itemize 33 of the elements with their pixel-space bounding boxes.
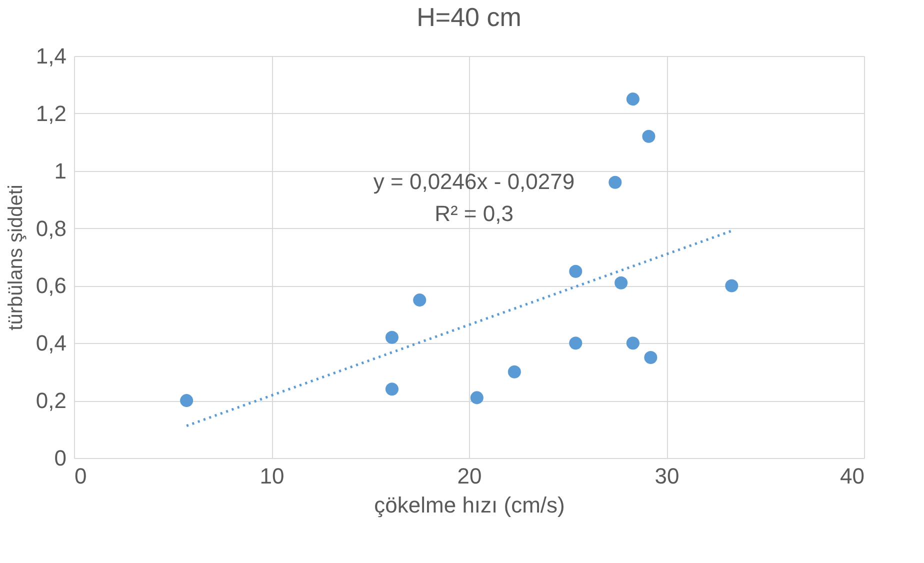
x-tick-label: 30 xyxy=(654,464,680,488)
annotation: y = 0,0246x - 0,0279 xyxy=(373,169,575,194)
point xyxy=(614,276,628,290)
point xyxy=(470,391,484,404)
x-tick-label: 20 xyxy=(457,464,482,488)
x-axis-title: çökelme hızı (cm/s) xyxy=(374,492,565,518)
x-tick-label: 40 xyxy=(840,464,864,488)
chart-title: H=40 cm xyxy=(416,2,522,32)
y-tick-label: 0,2 xyxy=(36,388,66,414)
y-tick-label: 0,4 xyxy=(36,330,66,356)
point xyxy=(180,394,194,408)
point xyxy=(385,330,398,344)
point xyxy=(626,336,640,350)
point xyxy=(608,176,622,189)
y-tick-label: 1,4 xyxy=(36,44,66,68)
point xyxy=(626,92,640,106)
point xyxy=(644,350,658,364)
point xyxy=(642,130,656,143)
point xyxy=(385,382,398,396)
point xyxy=(725,279,738,292)
point xyxy=(413,294,426,307)
point xyxy=(508,365,521,378)
x-tick-label: 10 xyxy=(260,464,284,488)
y-tick-label: 0,6 xyxy=(36,273,66,298)
x-tick-label: 0 xyxy=(74,464,87,488)
y-tick-label: 0,8 xyxy=(36,216,66,241)
point xyxy=(569,264,582,278)
y-tick-label: 0 xyxy=(54,446,66,470)
annotation: R² = 0,3 xyxy=(434,201,514,226)
point xyxy=(569,336,582,350)
y-tick-label: 1 xyxy=(54,158,66,184)
y-tick-label: 1,2 xyxy=(36,100,66,126)
y-axis-title: türbülans şiddeti xyxy=(4,184,27,330)
